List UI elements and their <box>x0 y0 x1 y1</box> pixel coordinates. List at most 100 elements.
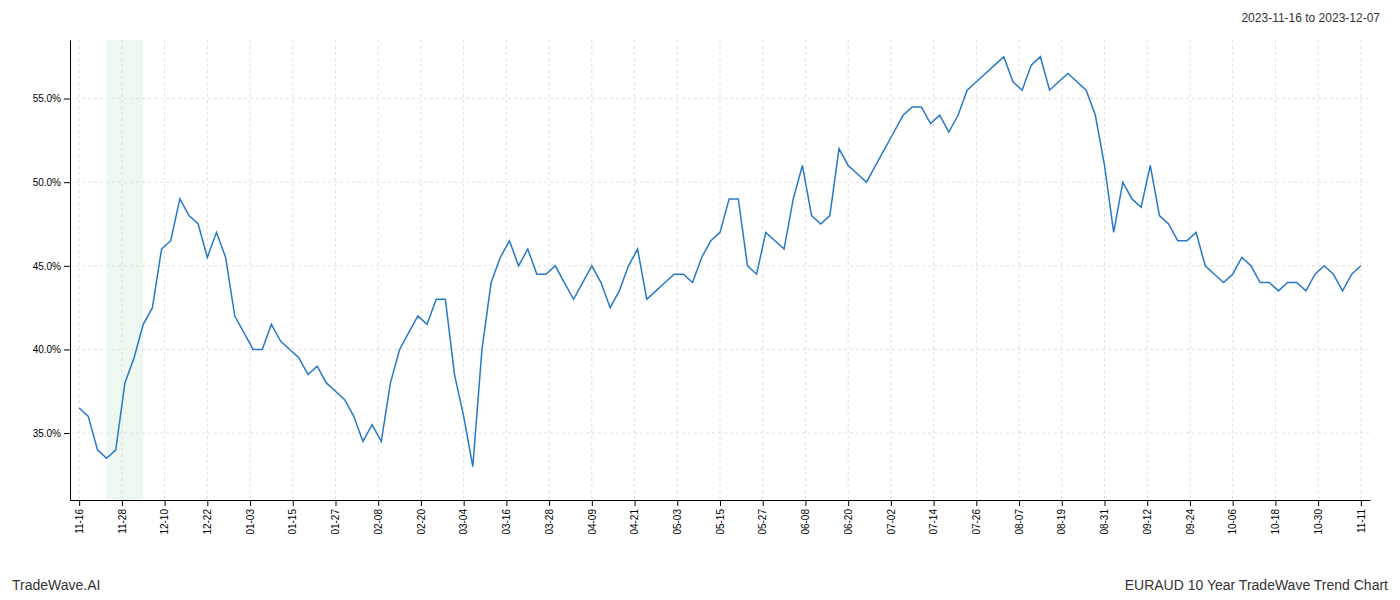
subtitle: 2023-11-16 to 2023-12-07 <box>1241 11 1380 25</box>
x-tick-label: 10-06 <box>1227 509 1238 535</box>
x-tick: 11-16 <box>74 500 85 534</box>
grid-line-x <box>677 40 678 500</box>
x-tick-label: 06-20 <box>843 509 854 535</box>
x-tick: 12-10 <box>159 500 170 535</box>
annotation: TradeWave.AI <box>12 577 100 593</box>
x-tick-label: 03-04 <box>458 509 469 535</box>
x-tick-mark <box>79 500 80 506</box>
x-tick: 11-28 <box>117 500 128 534</box>
x-tick-label: 04-21 <box>629 509 640 535</box>
x-tick-mark <box>207 500 208 506</box>
grid-line-x <box>1019 40 1020 500</box>
y-tick-label: 35.0% <box>33 428 61 439</box>
grid-line-y <box>70 265 1370 266</box>
y-tick: 50.0% <box>33 177 70 188</box>
grid-line-x <box>933 40 934 500</box>
x-tick: 11-11 <box>1356 500 1367 533</box>
grid-line-x <box>848 40 849 500</box>
x-tick-label: 07-26 <box>971 509 982 535</box>
y-tick: 45.0% <box>33 261 70 272</box>
y-tick-mark <box>64 182 70 183</box>
grid-line-x <box>1318 40 1319 500</box>
grid-line-x <box>890 40 891 500</box>
grid-line-x <box>976 40 977 500</box>
grid-line-x <box>762 40 763 500</box>
x-tick-label: 12-22 <box>202 509 213 535</box>
y-tick-mark <box>64 433 70 434</box>
y-tick-mark <box>64 99 70 100</box>
axis-line <box>70 41 71 501</box>
grid-line-x <box>250 40 251 500</box>
x-tick-label: 09-12 <box>1142 509 1153 535</box>
x-tick: 02-20 <box>416 500 427 535</box>
x-tick: 06-08 <box>800 500 811 535</box>
y-tick: 55.0% <box>33 93 70 104</box>
x-tick: 12-22 <box>202 500 213 535</box>
grid-line-x <box>1061 40 1062 500</box>
x-tick-label: 05-03 <box>672 509 683 535</box>
x-tick-mark <box>848 500 849 506</box>
x-tick: 09-24 <box>1185 500 1196 535</box>
x-tick-label: 08-31 <box>1099 509 1110 535</box>
x-tick-mark <box>934 500 935 506</box>
grid-line-x <box>549 40 550 500</box>
x-tick-label: 03-28 <box>544 509 555 535</box>
y-tick-mark <box>64 266 70 267</box>
x-tick-label: 02-08 <box>373 509 384 535</box>
grid-line-x <box>506 40 507 500</box>
y-axis: 35.0%40.0%45.0%50.0%55.0% <box>33 41 71 501</box>
x-tick-mark <box>165 500 166 506</box>
grid-line-x <box>1147 40 1148 500</box>
x-tick-mark <box>293 500 294 506</box>
y-tick-mark <box>64 349 70 350</box>
grid-line-x <box>335 40 336 500</box>
grid-line-x <box>591 40 592 500</box>
x-tick-label: 01-03 <box>245 509 256 535</box>
y-tick-label: 55.0% <box>33 93 61 104</box>
x-tick: 08-07 <box>1014 500 1025 535</box>
x-tick: 08-19 <box>1056 500 1067 535</box>
x-tick: 07-26 <box>971 500 982 535</box>
grid-line-x <box>1232 40 1233 500</box>
x-tick-mark <box>506 500 507 506</box>
grid-line-x <box>1275 40 1276 500</box>
x-tick: 07-02 <box>886 500 897 535</box>
grid-line-y <box>70 182 1370 183</box>
x-tick: 04-09 <box>587 500 598 535</box>
x-tick-mark <box>1275 500 1276 506</box>
x-tick-mark <box>1105 500 1106 506</box>
x-axis: 11-16 11-28 12-10 12-22 01-03 01-15 01-27 02-08… <box>71 500 1371 535</box>
x-tick: 03-28 <box>544 500 555 535</box>
grid-line-x <box>207 40 208 500</box>
x-tick-label: 10-30 <box>1313 509 1324 535</box>
x-tick-label: 05-15 <box>715 509 726 535</box>
x-tick: 05-15 <box>715 500 726 535</box>
x-tick-label: 10-18 <box>1270 509 1281 535</box>
x-tick-mark <box>1062 500 1063 506</box>
x-tick-label: 11-11 <box>1356 509 1367 534</box>
x-tick-label: 07-02 <box>886 509 897 535</box>
x-tick-label: 09-24 <box>1185 509 1196 535</box>
x-tick: 01-27 <box>330 500 341 535</box>
chart: 11-16 11-28 12-10 12-22 01-03 01-15 01-27 02-08… <box>0 0 1400 600</box>
grid-line-x <box>164 40 165 500</box>
x-tick-mark <box>378 500 379 506</box>
grid-line-x <box>720 40 721 500</box>
x-tick-mark <box>1233 500 1234 506</box>
highlight-band <box>107 40 144 500</box>
x-tick-mark <box>1147 500 1148 506</box>
x-tick-mark <box>1190 500 1191 506</box>
x-tick-mark <box>763 500 764 506</box>
x-tick: 04-21 <box>629 500 640 535</box>
x-tick-mark <box>464 500 465 506</box>
x-tick-mark <box>1019 500 1020 506</box>
x-tick-mark <box>1361 500 1362 506</box>
grid-line-x <box>378 40 379 500</box>
grid-line-x <box>79 40 80 500</box>
x-tick-label: 07-14 <box>928 509 939 535</box>
x-tick: 03-04 <box>458 500 469 535</box>
x-tick-label: 01-15 <box>287 509 298 535</box>
x-tick-label: 08-19 <box>1056 509 1067 535</box>
x-tick-label: 01-27 <box>330 509 341 535</box>
x-tick: 05-27 <box>757 500 768 535</box>
